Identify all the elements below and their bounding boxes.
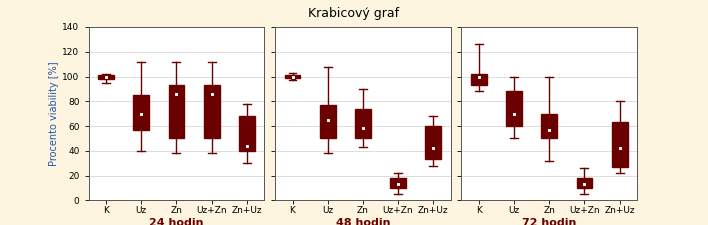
- X-axis label: 24 hodin: 24 hodin: [149, 218, 204, 225]
- Y-axis label: Procento viability [%]: Procento viability [%]: [50, 61, 59, 166]
- PathPatch shape: [471, 74, 487, 85]
- X-axis label: 48 hodin: 48 hodin: [336, 218, 390, 225]
- PathPatch shape: [204, 85, 219, 138]
- PathPatch shape: [355, 109, 371, 138]
- PathPatch shape: [98, 75, 114, 79]
- PathPatch shape: [506, 91, 522, 126]
- Text: Krabicový graf: Krabicový graf: [309, 7, 399, 20]
- PathPatch shape: [320, 105, 336, 138]
- PathPatch shape: [133, 95, 149, 130]
- PathPatch shape: [285, 75, 300, 78]
- PathPatch shape: [576, 178, 593, 188]
- PathPatch shape: [169, 85, 184, 138]
- PathPatch shape: [239, 116, 255, 151]
- PathPatch shape: [426, 126, 441, 159]
- PathPatch shape: [612, 122, 627, 167]
- PathPatch shape: [542, 114, 557, 138]
- X-axis label: 72 hodin: 72 hodin: [522, 218, 576, 225]
- PathPatch shape: [390, 178, 406, 188]
